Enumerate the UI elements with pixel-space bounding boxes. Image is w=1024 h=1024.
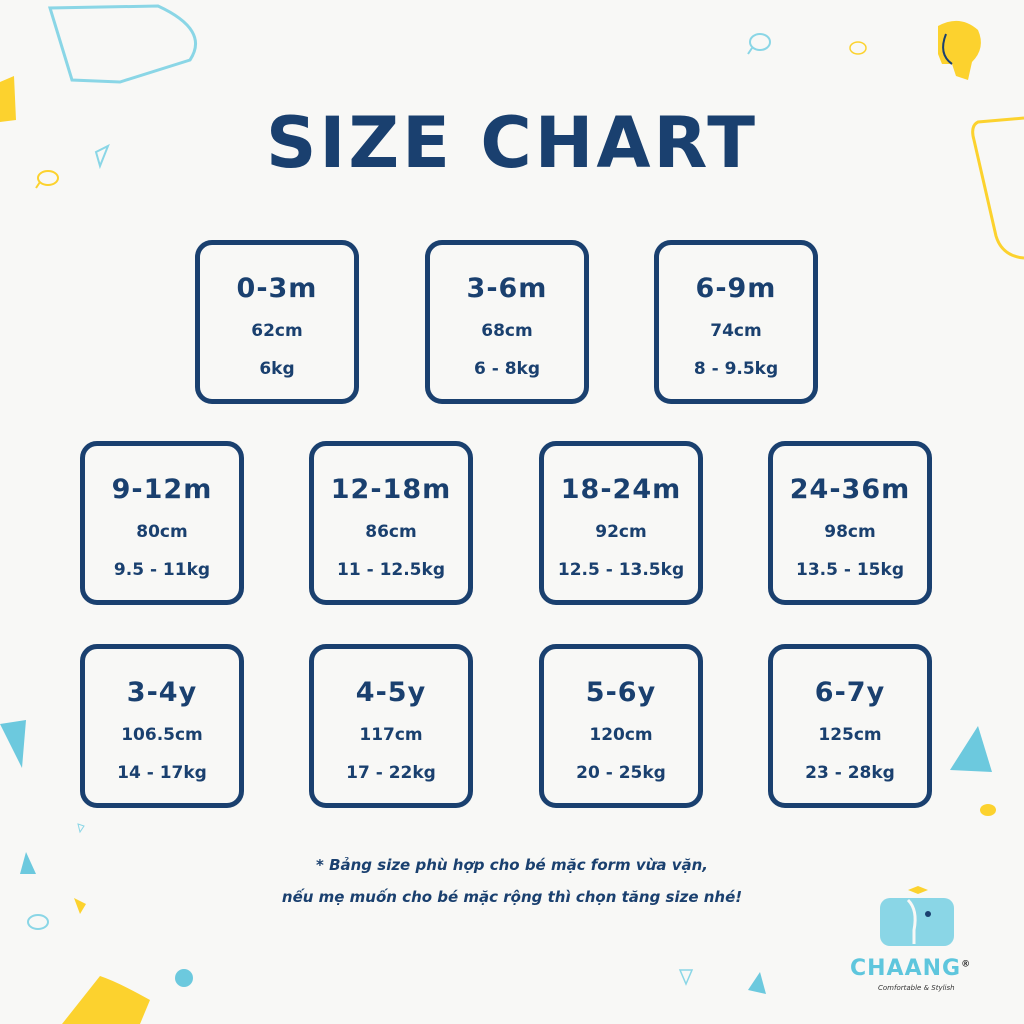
card-weight: 20 - 25kg [576, 763, 666, 783]
card-age: 12-18m [330, 474, 452, 505]
yellow-triangle-bottom [62, 976, 150, 1024]
outline-triangle-top-left [47, 4, 198, 84]
card-age: 6-7y [814, 677, 886, 708]
page-title: SIZE CHART [265, 102, 759, 184]
card-age: 5-6y [585, 677, 657, 708]
elephant-doodle-bottom-left [27, 914, 49, 930]
cyan-triangle-left [0, 720, 26, 768]
card-age: 24-36m [789, 474, 911, 505]
elephant-doodle-top [747, 33, 771, 55]
card-age: 9-12m [111, 474, 213, 505]
size-card-9-12m: 9-12m 80cm 9.5 - 11kg [80, 441, 244, 605]
brand-name: CHAANG [850, 956, 962, 981]
card-weight: 14 - 17kg [117, 763, 207, 783]
size-card-6-9m: 6-9m 74cm 8 - 9.5kg [654, 240, 818, 404]
card-age: 0-3m [236, 273, 318, 304]
card-height: 92cm [595, 522, 647, 542]
elephant-doodle-bottom [175, 969, 193, 987]
registered-mark: ® [961, 959, 972, 970]
card-weight: 11 - 12.5kg [337, 560, 445, 580]
card-weight: 8 - 9.5kg [693, 359, 779, 379]
card-weight: 6 - 8kg [473, 359, 541, 379]
card-age: 4-5y [355, 677, 427, 708]
size-card-18-24m: 18-24m 92cm 12.5 - 13.5kg [539, 441, 703, 605]
card-weight: 23 - 28kg [805, 763, 895, 783]
card-age: 3-4y [126, 677, 198, 708]
card-height: 125cm [818, 725, 882, 745]
tiny-triangle [77, 823, 85, 834]
outline-shape-right [971, 116, 1024, 260]
size-card-4-5y: 4-5y 117cm 17 - 22kg [309, 644, 473, 808]
card-weight: 12.5 - 13.5kg [557, 560, 685, 580]
size-card-24-36m: 24-36m 98cm 13.5 - 15kg [768, 441, 932, 605]
elephant-doodle-right [980, 804, 996, 816]
size-card-6-7y: 6-7y 125cm 23 - 28kg [768, 644, 932, 808]
size-card-5-6y: 5-6y 120cm 20 - 25kg [539, 644, 703, 808]
small-triangle-a-right [748, 972, 766, 994]
size-note-line-1: * Bảng size phù hợp cho bé mặc form vừa … [316, 856, 708, 874]
brand-logo: CHAANG® [850, 956, 980, 981]
card-weight: 6kg [259, 359, 295, 379]
size-card-0-3m: 0-3m 62cm 6kg [195, 240, 359, 404]
card-age: 6-9m [695, 273, 777, 304]
card-height: 117cm [359, 725, 423, 745]
card-height: 106.5cm [121, 725, 203, 745]
size-note-line-2: nếu mẹ muốn cho bé mặc rộng thì chọn tăn… [281, 888, 743, 906]
elephant-icon [880, 886, 954, 946]
yellow-triangle-small-1 [74, 898, 86, 914]
small-outline-triangle [94, 143, 110, 170]
small-outline-triangle-bottom [678, 969, 694, 986]
card-age: 3-6m [466, 273, 548, 304]
elephant-doodle-left [35, 170, 59, 189]
brand-tagline: Comfortable & Stylish [878, 984, 955, 992]
elephant-doodle-top-small [849, 41, 867, 55]
card-height: 62cm [251, 321, 303, 341]
card-height: 86cm [365, 522, 417, 542]
yellow-elephant-top-right [938, 20, 981, 80]
card-weight: 9.5 - 11kg [113, 560, 211, 580]
card-height: 120cm [589, 725, 653, 745]
card-height: 68cm [481, 321, 533, 341]
card-weight: 13.5 - 15kg [796, 560, 904, 580]
size-card-3-6m: 3-6m 68cm 6 - 8kg [425, 240, 589, 404]
size-card-12-18m: 12-18m 86cm 11 - 12.5kg [309, 441, 473, 605]
card-height: 74cm [710, 321, 762, 341]
cyan-triangle-right [950, 726, 992, 772]
size-card-3-4y: 3-4y 106.5cm 14 - 17kg [80, 644, 244, 808]
card-weight: 17 - 22kg [346, 763, 436, 783]
card-age: 18-24m [560, 474, 682, 505]
yellow-wedge-left [0, 76, 16, 122]
small-triangle-a-left [20, 852, 36, 874]
card-height: 80cm [136, 522, 188, 542]
card-height: 98cm [824, 522, 876, 542]
